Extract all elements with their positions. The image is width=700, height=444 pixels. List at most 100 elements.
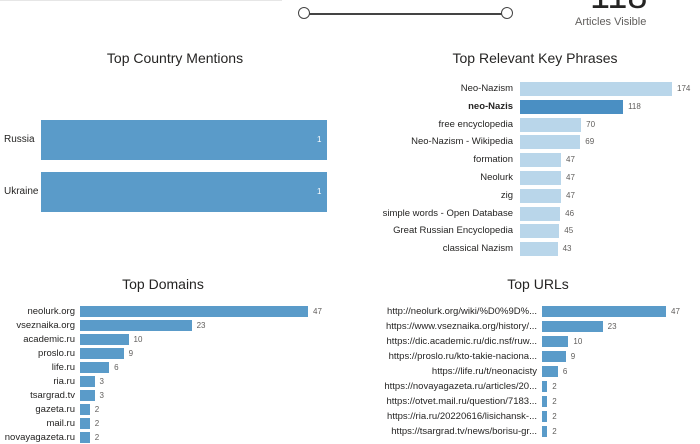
value-label: 3	[99, 390, 104, 400]
category-label[interactable]: zig	[500, 189, 513, 201]
value-label: 9	[128, 348, 134, 358]
category-label[interactable]: https://ria.ru/20220616/lisichansk-...	[387, 410, 537, 422]
value-label: 70	[586, 119, 596, 129]
phrases-panel-title: Top Relevant Key Phrases	[452, 50, 618, 66]
value-label: 43	[562, 244, 572, 254]
category-label[interactable]: http://neolurk.org/wiki/%D0%9D%...	[387, 305, 537, 317]
bar[interactable]	[80, 418, 90, 429]
domains-panel-title: Top Domains	[122, 276, 204, 292]
value-label: 2	[94, 404, 100, 414]
category-label[interactable]: mail.ru	[46, 417, 75, 429]
value-label: 10	[133, 334, 143, 344]
bar[interactable]	[80, 404, 90, 415]
bar[interactable]	[542, 366, 558, 377]
bar[interactable]	[80, 362, 110, 373]
bar[interactable]	[542, 306, 666, 317]
bar[interactable]	[80, 348, 124, 359]
category-label[interactable]: gazeta.ru	[35, 403, 75, 415]
bar[interactable]	[542, 351, 566, 362]
bar[interactable]	[542, 336, 569, 347]
category-label[interactable]: Great Russian Encyclopedia	[393, 225, 513, 237]
bar[interactable]	[80, 432, 90, 443]
bar[interactable]	[520, 82, 672, 96]
value-label: 1	[317, 135, 322, 144]
value-label: 9	[570, 351, 576, 361]
bar[interactable]	[520, 242, 558, 257]
category-label[interactable]: https://tsargrad.tv/news/borisu-gr...	[391, 425, 537, 437]
value-label: 46	[565, 208, 575, 218]
category-label[interactable]: novayagazeta.ru	[4, 431, 75, 443]
value-label: 23	[196, 320, 206, 330]
category-label[interactable]: https://life.ru/t/neonacisty	[431, 365, 537, 377]
bar[interactable]	[520, 171, 562, 185]
value-label: 2	[552, 426, 557, 436]
value-label: 6	[114, 362, 119, 372]
key-phrases-chart: Neo-Nazism 174 neo-Nazis 118 free encycloped…	[350, 80, 700, 257]
category-label[interactable]: classical Nazism	[442, 243, 513, 255]
value-label: 10	[573, 336, 583, 346]
category-label[interactable]: https://novayagazeta.ru/articles/20...	[384, 380, 537, 392]
bar[interactable]	[542, 426, 548, 437]
category-label[interactable]: Neo-Nazism - Wikipedia	[411, 136, 513, 148]
urls-chart: http://neolurk.org/wiki/%D0%9D%... 47 http…	[350, 303, 700, 441]
bar[interactable]	[520, 99, 624, 114]
category-label[interactable]: proslo.ru	[38, 347, 75, 359]
category-label[interactable]: https://proslo.ru/kto-takie-naciona...	[388, 350, 537, 362]
category-label[interactable]: neo-Nazis	[468, 100, 513, 112]
bar[interactable]	[80, 390, 95, 401]
category-label[interactable]: Ukraine	[4, 186, 39, 197]
value-label: 174	[677, 84, 691, 93]
value-label: 47	[313, 306, 322, 316]
category-label[interactable]: vseznaika.org	[16, 319, 75, 331]
bar[interactable]	[542, 411, 548, 422]
value-label: 47	[566, 155, 575, 165]
category-label[interactable]: tsargrad.tv	[30, 389, 75, 401]
slider-track	[306, 13, 506, 15]
category-label[interactable]: simple words - Open Database	[382, 207, 513, 219]
category-label[interactable]: Neolurk	[480, 172, 513, 183]
category-label[interactable]: formation	[473, 154, 513, 166]
category-label[interactable]: Neo-Nazism	[460, 83, 513, 94]
bar[interactable]	[80, 320, 192, 331]
bar[interactable]	[542, 321, 603, 332]
domains-chart: neolurk.org 47 vseznaika.org 23 academic.ru 1…	[0, 303, 340, 443]
value-label: 2	[552, 381, 557, 391]
bar[interactable]	[520, 188, 562, 203]
category-label[interactable]: ria.ru	[53, 375, 75, 387]
bar[interactable]	[41, 120, 327, 160]
bar[interactable]	[520, 206, 561, 221]
country-mentions-chart: Russia 1 Ukraine 1	[0, 110, 340, 220]
bar[interactable]	[542, 381, 548, 392]
bar[interactable]	[520, 117, 582, 132]
value-label: 6	[562, 366, 568, 376]
bar[interactable]	[520, 153, 562, 168]
category-label[interactable]: Russia	[4, 134, 35, 145]
category-label[interactable]: https://www.vseznaika.org/history/...	[385, 320, 537, 332]
category-label[interactable]: https://dic.academic.ru/dic.nsf/ruw...	[386, 335, 537, 347]
value-label: 47	[566, 173, 575, 182]
category-label[interactable]: academic.ru	[23, 333, 75, 345]
bar[interactable]	[80, 306, 308, 317]
value-label: 45	[564, 226, 574, 236]
value-label: 2	[552, 411, 557, 421]
category-label[interactable]: free encyclopedia	[438, 118, 513, 130]
bar[interactable]	[520, 135, 581, 150]
value-label: 69	[585, 137, 595, 147]
bar[interactable]	[520, 224, 560, 239]
value-label: 47	[566, 190, 575, 200]
urls-panel-title: Top URLs	[507, 276, 569, 292]
category-label[interactable]: life.ru	[51, 361, 75, 373]
category-label[interactable]: https://otvet.mail.ru/question/7183...	[386, 395, 537, 407]
date-range-slider[interactable]	[298, 6, 514, 22]
bar[interactable]	[41, 172, 327, 212]
value-label: 2	[552, 396, 557, 406]
category-label[interactable]: neolurk.org	[27, 305, 75, 317]
bar[interactable]	[80, 376, 95, 387]
bar[interactable]	[80, 334, 129, 345]
slider-handle-end[interactable]	[501, 7, 513, 19]
country-panel-title: Top Country Mentions	[106, 50, 244, 66]
value-label: 1	[317, 187, 322, 196]
slider-handle-start[interactable]	[298, 7, 310, 19]
value-label: 3	[99, 376, 104, 386]
bar[interactable]	[542, 396, 548, 407]
